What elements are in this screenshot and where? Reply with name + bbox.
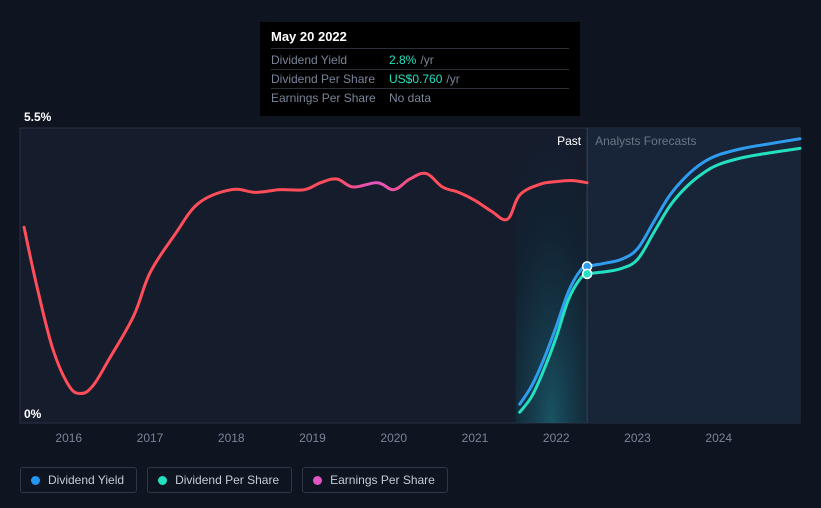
tooltip: May 20 2022 Dividend Yield2.8%/yrDividen…	[260, 22, 580, 116]
forecast-band	[587, 128, 800, 423]
tooltip-value: US$0.760	[389, 72, 442, 86]
tooltip-value: 2.8%	[389, 53, 416, 67]
tooltip-label: Dividend Per Share	[271, 72, 389, 86]
marker-dps	[583, 269, 592, 278]
tooltip-row: Dividend Per ShareUS$0.760/yr	[271, 70, 569, 89]
legend-label: Dividend Per Share	[175, 473, 279, 487]
tooltip-unit: /yr	[446, 72, 459, 86]
legend: Dividend Yield Dividend Per Share Earnings…	[20, 467, 448, 493]
tooltip-label: Dividend Yield	[271, 53, 389, 67]
legend-item[interactable]: Dividend Yield	[20, 467, 137, 493]
x-axis-label: 2017	[137, 431, 164, 445]
legend-label: Earnings Per Share	[330, 473, 435, 487]
y-axis-label: 5.5%	[24, 110, 51, 124]
x-axis-label: 2024	[705, 431, 732, 445]
legend-item[interactable]: Dividend Per Share	[147, 467, 292, 493]
tooltip-value: No data	[389, 91, 431, 105]
y-axis-label: 0%	[24, 407, 41, 421]
region-label-forecast: Analysts Forecasts	[595, 134, 696, 148]
x-axis-label: 2021	[462, 431, 489, 445]
tooltip-row: Dividend Yield2.8% /yr	[271, 51, 569, 70]
legend-label: Dividend Yield	[48, 473, 124, 487]
x-axis-label: 2019	[299, 431, 326, 445]
legend-dot-icon	[313, 476, 322, 485]
tooltip-label: Earnings Per Share	[271, 91, 389, 105]
x-axis-label: 2016	[55, 431, 82, 445]
x-axis-label: 2018	[218, 431, 245, 445]
legend-dot-icon	[31, 476, 40, 485]
legend-dot-icon	[158, 476, 167, 485]
x-axis-label: 2023	[624, 431, 651, 445]
tooltip-date: May 20 2022	[271, 29, 569, 49]
tooltip-unit: /yr	[420, 53, 433, 67]
tooltip-row: Earnings Per ShareNo data	[271, 89, 569, 107]
x-axis-label: 2022	[543, 431, 570, 445]
region-label-past: Past	[557, 134, 581, 148]
x-axis-label: 2020	[380, 431, 407, 445]
legend-item[interactable]: Earnings Per Share	[302, 467, 448, 493]
